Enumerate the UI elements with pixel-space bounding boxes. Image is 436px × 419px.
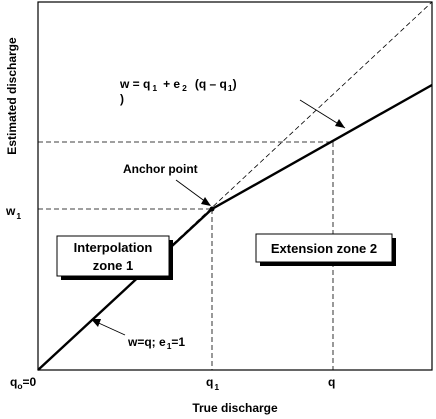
extension-arrowhead	[335, 119, 345, 128]
anchor-point-marker	[210, 207, 215, 212]
x-tick-q1: q1	[206, 375, 219, 392]
y-axis-label: Estimated discharge	[5, 37, 19, 155]
interpolation-arrowhead	[91, 319, 101, 327]
anchor-point-label: Anchor point	[123, 162, 198, 176]
x-tick-q: q	[328, 375, 335, 389]
x-tick-origin: qo=0	[10, 375, 37, 391]
interpolation-formula: w=q; e1=1	[127, 335, 185, 351]
extension-formula-wrap: )	[120, 92, 124, 106]
interpolation-zone-line2: zone 1	[93, 258, 133, 273]
x-axis-label: True discharge	[192, 401, 278, 415]
anchor-arrowhead	[201, 197, 211, 206]
y-tick-w1: w1	[5, 204, 21, 221]
extension-formula: w = q 1 + e 2 (q – q1)	[119, 77, 237, 93]
rating-curve	[38, 85, 432, 370]
interpolation-zone-line1: Interpolation	[74, 240, 153, 255]
extension-zone-label: Extension zone 2	[271, 241, 377, 256]
